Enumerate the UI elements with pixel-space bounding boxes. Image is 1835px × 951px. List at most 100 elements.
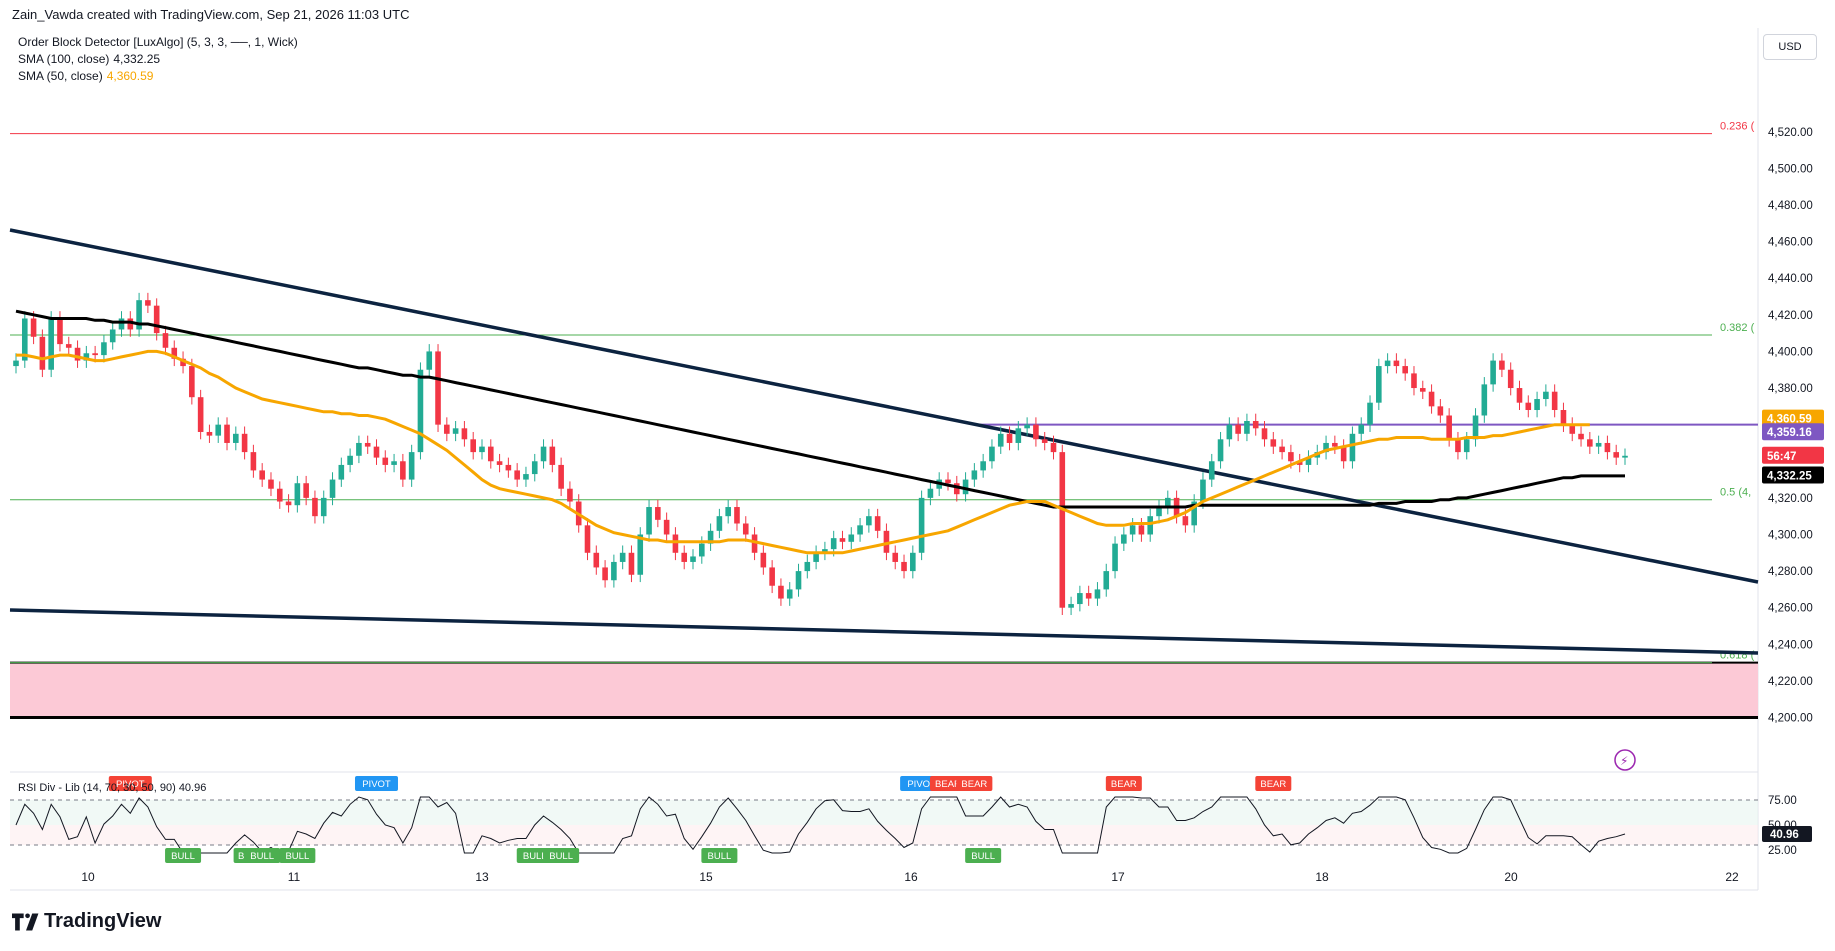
candle-body [1024,424,1030,429]
candle-body [479,446,485,453]
candle-body [1059,452,1066,608]
candle-body [145,300,151,306]
candle-body [1156,507,1162,517]
rsi-signal-label: BULL [523,851,547,862]
rsi-signal-label: PIVOT [907,779,936,790]
time-tick-label: 10 [81,870,95,884]
candle-body [373,446,380,458]
sma50-legend[interactable]: SMA (50, close) 4,360.59 [18,68,302,85]
price-label-text: 4,359.16 [1767,427,1812,439]
price-tick-label: 4,320.00 [1768,493,1813,505]
candle-body [523,474,529,480]
tradingview-logo[interactable]: TradingView [12,910,161,933]
candle-body [1384,360,1391,367]
candle-body [760,552,767,568]
rsi-signal-badge [543,848,580,863]
candle-body [804,561,811,572]
candle-body [611,561,617,581]
candle-body [189,366,195,398]
candle-body [1367,402,1373,425]
candle-body [602,567,608,581]
currency-button[interactable]: USD [1763,34,1817,60]
candle-body [1446,415,1452,440]
candle-body [224,424,230,443]
candle-body [276,488,283,502]
candle-body [953,483,960,495]
rsi-signal-label: BULL [285,851,309,862]
price-tick-label: 4,420.00 [1768,310,1813,322]
candle-body [1595,442,1602,447]
candle-body [681,552,688,562]
candle-body [197,397,204,432]
candle-body [294,483,301,506]
time-tick-label: 11 [288,870,301,884]
candle-body [619,552,626,562]
candle-body [699,543,705,557]
candle-body [1437,406,1444,416]
candle-body [848,534,855,542]
candle-body [1191,501,1197,526]
candle-body [1587,439,1593,447]
candle-body [356,442,362,456]
candle-body [1543,391,1549,400]
fib-level-label: 0.382 ( [1720,322,1755,334]
candle-body [751,534,758,553]
rsi-signal-label: BEAR [961,779,987,790]
candle-body [1455,439,1461,453]
candle-body [1033,424,1039,440]
candle-body [1182,516,1189,526]
price-tick-label: 4,260.00 [1768,603,1813,615]
sma100-legend[interactable]: SMA (100, close) 4,332.25 [18,51,302,68]
candle-body [637,534,644,575]
candle-body [171,347,178,359]
rsi-signal-badge [956,776,993,791]
candle-body [259,470,265,480]
chart-credit: Zain_Vawda created with TradingView.com,… [12,7,410,22]
candle-body [1208,461,1215,480]
time-tick-label: 22 [1725,870,1739,884]
candle-body [92,353,98,356]
candle-body [426,351,433,370]
rsi-signal-badge [244,848,281,863]
candle-body [1569,424,1576,434]
candle-body [1604,442,1611,453]
candle-body [857,525,863,535]
candle-body [1288,452,1294,462]
upper-trendline [9,228,1759,584]
rsi-signal-label: BULL [549,851,573,862]
rsi-signal-label: BEAR [1260,779,1286,790]
rsi-signal-badge [165,848,202,863]
price-tick-label: 4,400.00 [1768,346,1813,358]
candle-body [48,318,54,370]
candle-body [1006,433,1013,443]
candle-body [1349,433,1356,462]
candle-body [400,461,406,480]
candle-body [707,530,714,544]
candle-body [1507,369,1514,389]
candle-body [1499,360,1505,370]
price-label-text: 4,360.59 [1767,414,1812,426]
rsi-value: 40.96 [178,782,207,794]
alert-icon [1614,749,1636,771]
rsi-signal-label: PIVOT [116,779,145,790]
candle-body [1613,452,1620,458]
candle-body [408,452,415,480]
candle-body [830,538,837,550]
candle-body [883,530,890,553]
rsi-signal-label: BEAR [1111,779,1137,790]
rsi-signal-badge [701,848,738,863]
order-block-zone [10,662,1758,718]
order-block-legend[interactable]: Order Block Detector [LuxAlgo] (5, 3, 3,… [18,34,302,51]
candle-body [250,452,257,471]
candle-body [1138,525,1145,535]
candle-body [162,333,169,348]
candle-body [1340,446,1347,462]
candle-body [1164,497,1171,508]
candle-body [136,300,142,330]
candle-body [1015,428,1022,443]
candle-body [1419,388,1426,392]
candle-body [997,433,1004,447]
candle-body [417,369,424,453]
candle-body [461,428,468,440]
